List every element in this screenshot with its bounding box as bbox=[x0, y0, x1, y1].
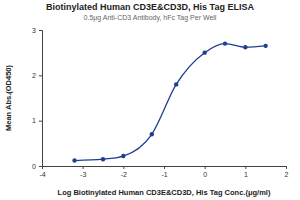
point bbox=[150, 132, 154, 136]
point bbox=[223, 41, 227, 45]
chart: Biotinylated Human CD3E&CD3D, His Tag EL… bbox=[0, 0, 300, 200]
tick: -2 bbox=[121, 166, 127, 178]
subtitle: 0.5μg Anti-CD3 Antibody, hFc Tag Per Wel… bbox=[84, 14, 217, 22]
y-axis-title: Mean Abs.(OD450) bbox=[4, 65, 13, 131]
tick-label: -2 bbox=[121, 171, 127, 178]
point bbox=[263, 44, 267, 48]
tick: 2 bbox=[32, 72, 42, 79]
tick: 1 bbox=[32, 117, 42, 124]
marks bbox=[72, 41, 268, 162]
tick-label: 1 bbox=[32, 117, 36, 124]
tick-mark bbox=[39, 166, 42, 167]
title: Biotinylated Human CD3E&CD3D, His Tag EL… bbox=[46, 2, 254, 12]
curve bbox=[75, 44, 266, 161]
tick: -1 bbox=[161, 166, 167, 178]
tick: 0 bbox=[32, 163, 42, 170]
point bbox=[101, 157, 105, 161]
tick: 1 bbox=[244, 166, 248, 178]
tick-mark bbox=[164, 166, 165, 169]
tick-mark bbox=[39, 75, 42, 76]
tick: 3 bbox=[32, 27, 42, 34]
point bbox=[72, 158, 76, 162]
tick: -3 bbox=[80, 166, 86, 178]
plot: -4 -3 -2 -1 0 1 2 0 1 2 3 bbox=[32, 27, 288, 178]
tick-mark bbox=[286, 166, 287, 169]
point bbox=[243, 45, 247, 49]
tick-mark bbox=[123, 166, 124, 169]
tick-mark bbox=[39, 121, 42, 122]
y-axis: 0 1 2 3 bbox=[32, 27, 42, 170]
axis-line bbox=[39, 31, 43, 167]
tick-mark bbox=[205, 166, 206, 169]
tick-mark bbox=[245, 166, 246, 169]
tick: 0 bbox=[203, 166, 207, 178]
x-axis-title: Log Biotinylated Human CD3E&CD3D, His Ta… bbox=[58, 188, 271, 197]
tick-label: 0 bbox=[32, 163, 36, 170]
tick-label: 1 bbox=[244, 171, 248, 178]
tick-mark bbox=[39, 30, 42, 31]
tick-label: -3 bbox=[80, 171, 86, 178]
tick-label: -1 bbox=[161, 171, 167, 178]
tick-label: 2 bbox=[285, 171, 289, 178]
axis-line bbox=[43, 167, 287, 170]
x-axis: -4 -3 -2 -1 0 1 2 bbox=[39, 166, 288, 178]
tick-label: -4 bbox=[39, 171, 45, 178]
tick-label: 2 bbox=[32, 72, 36, 79]
tick-mark bbox=[83, 166, 84, 169]
tick: 2 bbox=[285, 166, 289, 178]
tick: -4 bbox=[39, 166, 45, 178]
point bbox=[202, 50, 206, 54]
point bbox=[174, 82, 178, 86]
tick-label: 3 bbox=[32, 27, 36, 34]
point bbox=[121, 154, 125, 158]
tick-label: 0 bbox=[203, 171, 207, 178]
